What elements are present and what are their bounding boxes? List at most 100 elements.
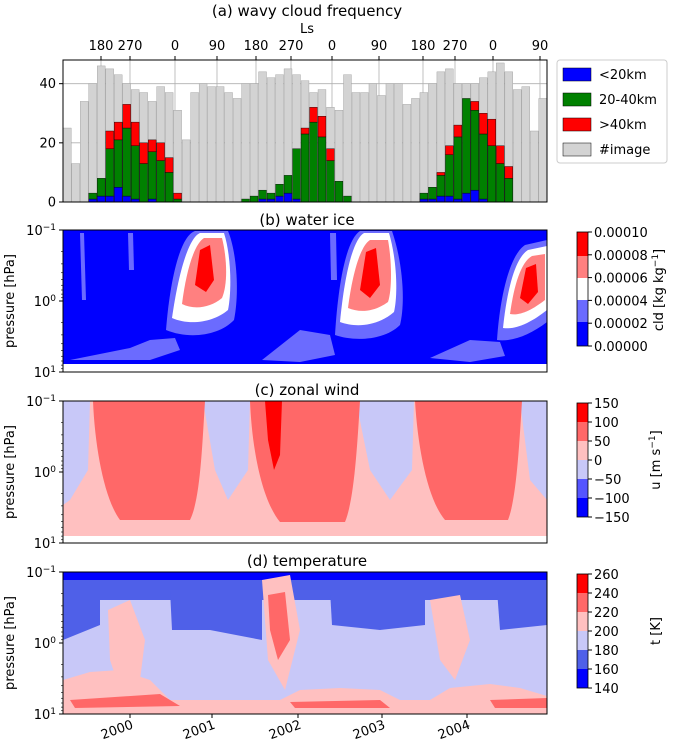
colorbar-d-seg-1 — [577, 669, 588, 688]
ls-tick-label: 270 — [118, 39, 143, 54]
bar-image — [521, 86, 530, 203]
panel-d-ylabel: pressure [hPa] — [3, 596, 18, 690]
panel-c-ylabel: pressure [hPa] — [3, 425, 18, 519]
colorbar-b-frame — [576, 231, 589, 347]
legend-swatch-20-40km — [562, 92, 592, 107]
bar-image — [368, 83, 378, 203]
panel-a-ytick-label: 0 — [48, 196, 56, 211]
pressure-tick-label: 100 — [34, 294, 57, 310]
bar-image — [385, 83, 395, 203]
colorbar-tick-label: 150 — [594, 397, 619, 412]
pressure-tick-label: 10−1 — [26, 223, 56, 239]
bar-image — [88, 83, 97, 203]
water-ice-lowlevel-2 — [262, 330, 335, 362]
bar-20-40km — [131, 145, 140, 200]
ls-tick-label: 90 — [532, 39, 549, 54]
bar-lt20km — [105, 195, 114, 203]
temperature-warm-low-2 — [280, 688, 400, 700]
panel-a-ytick-label: 40 — [39, 77, 56, 92]
temperature-warm-core-1 — [70, 694, 180, 708]
colorbar-tick-label: −100 — [594, 492, 630, 507]
panel-c-zonal-wind: (c) zonal wind 10−1 100 101 150 100 50 0 −50 — [26, 381, 664, 552]
ls-tick-labels: 180 270 0 90 180 270 0 90 180 270 0 90 — [89, 39, 549, 60]
bar-20-40km — [114, 139, 123, 188]
water-ice-streak-1 — [80, 233, 86, 300]
bar-lt20km — [97, 195, 106, 203]
zonal-wind-easterly-2 — [203, 401, 250, 500]
ls-tick-label: 270 — [443, 39, 468, 54]
bar-image — [275, 74, 284, 203]
zonal-wind-field — [63, 401, 547, 543]
colorbar-d-seg-3 — [577, 631, 588, 650]
colorbar-d-seg-6 — [577, 574, 588, 593]
bar-gt40km — [114, 121, 123, 141]
colorbar-d-ticks: 260 240 220 200 180 160 140 — [588, 568, 619, 697]
panel-d-temperature: (d) temperature 10−1 100 101 — [26, 552, 664, 723]
bar-gt40km — [309, 107, 318, 123]
bar-image — [360, 92, 369, 203]
bar-20-40km — [148, 151, 157, 200]
bar-gt40km — [445, 145, 454, 155]
temperature-warm-low-3 — [430, 684, 547, 700]
water-ice-streak-3 — [330, 233, 337, 280]
legend-swatch-image — [562, 142, 592, 157]
bar-gt40km — [300, 127, 310, 135]
panel-a-wavy-cloud-frequency: (a) wavy cloud frequency Ls 180 270 0 90 180… — [39, 2, 668, 211]
colorbar-d-seg-2 — [577, 650, 588, 669]
bar-20-40km — [419, 192, 429, 200]
colorbar-b: 0.00010 0.00008 0.00006 0.00004 0.00002 0.000… — [576, 226, 667, 355]
time-axis-labels: 2000 2001 2002 2003 2004 — [99, 714, 472, 743]
panel-b-water-ice: (b) water ice — [26, 211, 667, 381]
temperature-plume-3 — [430, 595, 470, 680]
bar-20-40km — [317, 136, 327, 203]
colorbar-tick-label: 220 — [594, 606, 619, 621]
bar-image — [530, 130, 539, 203]
bar-20-40km — [275, 184, 284, 197]
colorbar-tick-label: 200 — [594, 625, 619, 640]
colorbar-d-label: t [K] — [649, 617, 664, 645]
legend-box — [556, 59, 668, 164]
bar-20-40km — [283, 175, 293, 194]
ls-tick-label: 0 — [171, 39, 179, 54]
zonal-wind-surface — [63, 536, 547, 543]
bar-20-40km — [487, 145, 496, 203]
bar-gt40km — [487, 118, 496, 146]
bar-20-40km — [453, 136, 462, 200]
bar-20-40km — [122, 127, 131, 197]
colorbar-tick-label: 240 — [594, 587, 619, 602]
bar-20-40km — [470, 110, 479, 191]
bar-lt20km — [283, 192, 293, 203]
pressure-tick-label: 101 — [34, 536, 56, 552]
ls-tick-label: 0 — [328, 39, 336, 54]
panel-a-ytick-label: 20 — [39, 136, 56, 151]
bar-20-40km — [249, 195, 259, 203]
bar-image — [351, 92, 361, 203]
bar-image — [80, 101, 89, 203]
zonal-wind-jet-3 — [415, 401, 522, 520]
year-label: 2004 — [436, 718, 472, 743]
year-label: 2003 — [351, 718, 387, 743]
colorbar-d-seg-4 — [577, 612, 588, 631]
legend-swatch-gt40km — [562, 117, 592, 132]
ls-tick-label: 180 — [244, 39, 269, 54]
colorbar-c-seg-3 — [577, 460, 588, 479]
bar-gt40km — [139, 142, 148, 164]
legend-label-gt40km: >40km — [599, 118, 647, 133]
panel-d-title: (d) temperature — [247, 552, 367, 570]
legend: <20km 20-40km >40km #image — [556, 59, 668, 164]
bar-gt40km — [326, 148, 335, 161]
pressure-tick-label: 101 — [34, 365, 56, 381]
water-ice-surface — [63, 364, 547, 372]
ls-axis-label: Ls — [300, 22, 314, 37]
bar-image — [394, 83, 403, 203]
ls-tick-label: 180 — [411, 39, 436, 54]
colorbar-d-seg-5 — [577, 593, 588, 612]
ls-tick-label: 90 — [371, 39, 388, 54]
bar-image — [258, 71, 267, 203]
bar-20-40km — [462, 98, 471, 194]
bar-20-40km — [334, 181, 344, 203]
temperature-cold-3 — [330, 590, 425, 630]
zonal-wind-easterly-4 — [520, 401, 547, 500]
bar-image — [377, 95, 386, 203]
